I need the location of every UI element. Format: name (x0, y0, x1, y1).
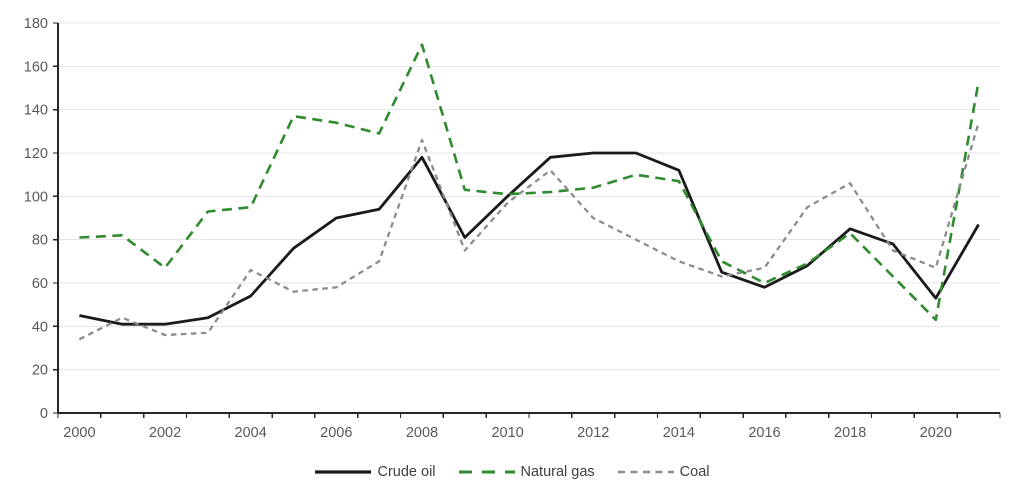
legend-label-crude-oil: Crude oil (377, 464, 436, 480)
y-axis-tick-label: 80 (32, 233, 48, 249)
x-axis-tick-label: 2010 (491, 425, 523, 441)
legend-item-coal: Coal (617, 464, 710, 480)
x-axis-tick-label: 2004 (235, 425, 267, 441)
x-axis-tick-label: 2000 (63, 425, 95, 441)
y-axis-tick-label: 60 (32, 276, 48, 292)
legend-item-crude-oil: Crude oil (314, 464, 436, 480)
y-axis-tick-label: 160 (24, 59, 48, 75)
y-axis-tick-label: 140 (24, 103, 48, 119)
x-axis-tick-label: 2014 (663, 425, 695, 441)
y-axis-tick-label: 40 (32, 319, 48, 335)
legend-item-natural-gas: Natural gas (458, 464, 595, 480)
y-axis-tick-label: 120 (24, 146, 48, 162)
legend-line-sample-natural-gas (458, 470, 515, 474)
chart-legend: Crude oil Natural gas Coal (0, 460, 1024, 484)
x-axis-tick-label: 2020 (920, 425, 952, 441)
x-axis-tick-label: 2016 (748, 425, 780, 441)
y-axis-tick-label: 100 (24, 189, 48, 205)
x-axis-tick-label: 2018 (834, 425, 866, 441)
legend-line-sample-crude-oil (315, 470, 372, 474)
x-axis-tick-label: 2008 (406, 425, 438, 441)
x-axis-tick-label: 2006 (320, 425, 352, 441)
fossil-fuel-prices-line-chart: 0 20 40 60 80 100 120 140 160 180 2000 2002 2004 2006… (24, 16, 1001, 441)
x-axis-tick-label: 2012 (577, 425, 609, 441)
legend-line-sample-coal (617, 470, 674, 474)
series-line-coal (78, 122, 980, 341)
x-axis-tick-label: 2002 (149, 425, 181, 441)
y-axis-tick-label: 20 (32, 363, 48, 379)
y-axis-tick-label: 180 (24, 16, 48, 32)
legend-label-natural-gas: Natural gas (520, 464, 595, 480)
legend-label-coal: Coal (679, 464, 710, 480)
series-line-natural-gas (79, 43, 980, 322)
y-axis-tick-label: 0 (40, 406, 48, 422)
